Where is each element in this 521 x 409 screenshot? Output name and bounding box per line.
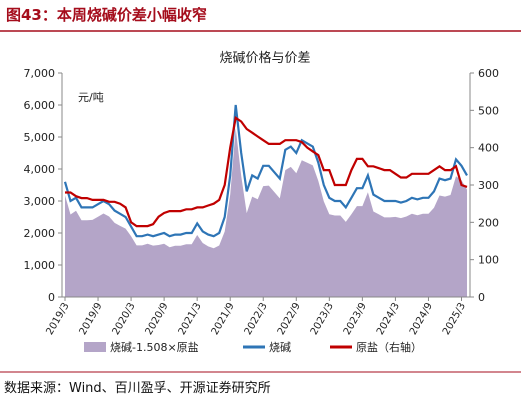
- y-tick-label: 4,000: [24, 163, 56, 176]
- x-tick-label: 2019/3: [44, 301, 71, 337]
- series-line: [65, 115, 468, 228]
- y2-tick-label: 600: [478, 67, 499, 80]
- y-tick-label: 5,000: [24, 131, 56, 144]
- y-tick-label: 1,000: [24, 259, 56, 272]
- x-tick-label: 2023/3: [309, 301, 336, 337]
- y-tick-label: 6,000: [24, 99, 56, 112]
- figure-title: 图43：本周烧碱价差小幅收窄: [6, 6, 207, 24]
- y2-tick-label: 400: [478, 142, 499, 155]
- x-tick-label: 2020/9: [144, 301, 171, 337]
- spread-area: [65, 128, 467, 297]
- y-tick-label: 3,000: [24, 195, 56, 208]
- legend-label: 原盐（右轴）: [356, 340, 422, 354]
- legend-label: 烧碱: [269, 341, 291, 354]
- x-tick-label: 2019/9: [78, 301, 105, 337]
- x-tick-label: 2025/3: [441, 301, 468, 337]
- x-tick-label: 2021/3: [177, 301, 204, 337]
- y-tick-label: 2,000: [24, 227, 56, 240]
- y-tick-label: 0: [48, 291, 55, 304]
- y2-tick-label: 500: [478, 104, 499, 117]
- source: 数据来源：Wind、百川盈孚、开源证券研究所: [4, 380, 271, 396]
- y2-tick-label: 300: [478, 179, 499, 192]
- x-tick-label: 2021/9: [210, 301, 237, 337]
- x-tick-label: 2024/3: [375, 301, 402, 337]
- x-tick-label: 2022/3: [243, 301, 270, 337]
- y2-tick-label: 100: [478, 254, 499, 267]
- x-tick-label: 2022/9: [276, 301, 303, 337]
- x-tick-label: 2024/9: [408, 301, 435, 337]
- legend-swatch: [84, 342, 106, 352]
- series-line: [63, 104, 468, 238]
- y2-tick-label: 200: [478, 216, 499, 229]
- legend-label: 烧碱-1.508×原盐: [110, 341, 199, 354]
- x-tick-label: 2020/3: [111, 301, 138, 337]
- chart-title: 烧碱价格与价差: [219, 50, 310, 66]
- x-tick-label: 2023/9: [342, 301, 369, 337]
- y2-tick-label: 0: [478, 291, 485, 304]
- y-unit: 元/吨: [78, 91, 104, 104]
- y-tick-label: 7,000: [24, 67, 56, 80]
